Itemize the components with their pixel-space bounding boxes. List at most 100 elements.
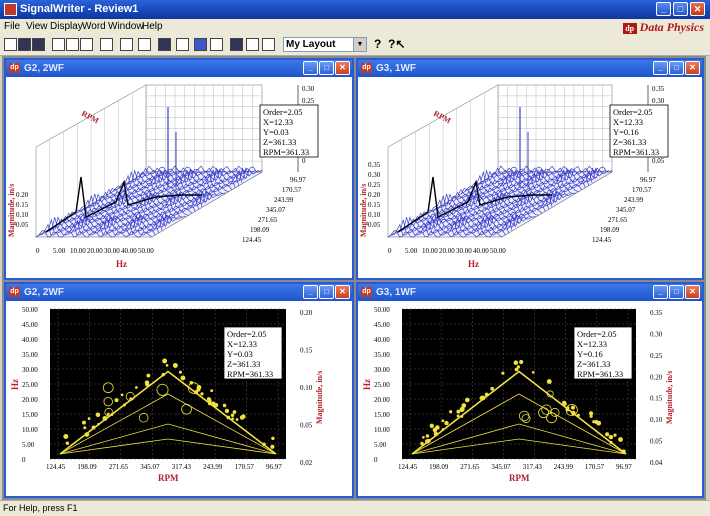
axis-icon[interactable] [262, 38, 275, 51]
menu-display[interactable]: Display [50, 21, 83, 32]
open-icon[interactable] [18, 38, 31, 51]
minimize-button[interactable]: _ [303, 285, 318, 299]
minimize-button[interactable]: _ [656, 2, 671, 16]
cursor-info-line: Order=2.05 [227, 329, 267, 339]
window-g3-waterfall[interactable]: dp G3, 1WF _ □ ✕ 0.05 0.10 0.15 0.20 0.25 0.30… [356, 58, 704, 280]
data-marker [235, 418, 239, 421]
order-line [411, 393, 627, 455]
window-g2-campbell[interactable]: dp G2, 2WF _ □ ✕ 0 5.00 10.00 15.00 20.00 25.0… [4, 282, 354, 498]
z-tick-label: 243.99 [624, 196, 644, 204]
maximize-button[interactable]: □ [669, 61, 684, 75]
y-tick-label: 20.00 [22, 396, 38, 404]
minimize-button[interactable]: _ [653, 61, 668, 75]
cursor-info-line: Z=361.33 [227, 359, 260, 369]
maximize-button[interactable]: □ [319, 61, 334, 75]
menu-help[interactable]: Help [142, 21, 163, 32]
menu-window[interactable]: Window [108, 21, 144, 32]
waterfall-trace [484, 167, 599, 181]
data-marker [433, 431, 439, 437]
magnitude-circle [550, 407, 560, 417]
campbell-plot[interactable]: 0 5.00 10.00 15.00 20.00 25.00 30.00 35.00 40.00… [358, 301, 702, 496]
x-tick-label: 124.45 [46, 463, 66, 471]
copy-icon[interactable] [66, 38, 79, 51]
z-tick-label: 96.97 [640, 176, 656, 184]
right-tick-label: 0.30 [302, 85, 315, 93]
waterfall-trace [86, 193, 203, 208]
x-tick-label: 345.07 [140, 463, 160, 471]
close-button[interactable]: ✕ [685, 285, 700, 299]
spectrum-icon[interactable] [194, 38, 207, 51]
data-marker [441, 427, 445, 431]
cursor-info-line: Z=361.33 [577, 359, 610, 369]
layout-2-icon[interactable] [246, 38, 259, 51]
y-tick-label: 40.00 [22, 336, 38, 344]
chart-icon[interactable] [210, 38, 223, 51]
magnitude-circle [546, 390, 554, 398]
help-icon[interactable]: ? [374, 37, 382, 51]
print-icon[interactable] [52, 38, 65, 51]
data-marker [262, 442, 266, 447]
data-marker [571, 410, 576, 416]
data-marker [134, 386, 138, 389]
data-marker [63, 434, 69, 440]
menu-word[interactable]: Word [82, 21, 106, 32]
right-tick-label: 0.30 [650, 330, 663, 338]
data-marker [165, 364, 169, 367]
waterfall-trace [55, 214, 173, 226]
magnitude-circle [541, 404, 552, 415]
z-tick-label: 124.45 [242, 236, 262, 244]
save-icon[interactable] [32, 38, 45, 51]
magnitude-circle [181, 403, 192, 415]
campbell-plot[interactable]: 0 5.00 10.00 15.00 20.00 25.00 30.00 35.00 40.00… [6, 301, 352, 496]
page-icon[interactable] [100, 38, 113, 51]
y-tick-label: 0.25 [368, 181, 381, 189]
data-marker [231, 417, 235, 421]
magnitude-circle [125, 391, 135, 401]
context-help-icon[interactable]: ?↖ [388, 37, 406, 51]
menu-view[interactable]: View [26, 21, 48, 32]
y-tick-label: 0.20 [368, 191, 381, 199]
data-marker [270, 444, 275, 449]
waterfall-trace [35, 230, 153, 238]
layout-select[interactable]: My Layout ▼ [283, 37, 367, 52]
menu-file[interactable]: File [4, 21, 21, 32]
right-axis-label: Magnitude, in/s [665, 371, 674, 424]
waterfall-icon[interactable] [158, 38, 171, 51]
split-view-icon[interactable] [138, 38, 151, 51]
data-marker [82, 420, 86, 425]
data-marker [114, 398, 119, 403]
data-marker [429, 423, 434, 428]
cursor-info-line: Y=0.03 [263, 127, 289, 137]
menu-bar: File View Display Word Window Help dp Dat… [0, 19, 710, 35]
maximize-button[interactable]: □ [673, 2, 688, 16]
data-marker [460, 408, 464, 413]
minimize-button[interactable]: _ [653, 285, 668, 299]
window-g2-waterfall[interactable]: dp G2, 2WF _ □ ✕ 0.05 0.10 0.15 0.20 Magnitud… [4, 58, 354, 280]
window-g3-campbell[interactable]: dp G3, 1WF _ □ ✕ 0 5.00 10.00 15.00 20.00 25.0… [356, 282, 704, 498]
waterfall-plot[interactable]: 0.05 0.10 0.15 0.20 0.25 0.30 0.35 Magnitude, i… [358, 77, 702, 278]
close-button[interactable]: ✕ [685, 61, 700, 75]
app-icon [4, 3, 17, 16]
close-button[interactable]: ✕ [690, 2, 705, 16]
single-view-icon[interactable] [120, 38, 133, 51]
maximize-button[interactable]: □ [669, 285, 684, 299]
waterfall-trace [398, 216, 513, 232]
layout-1-icon[interactable] [230, 38, 243, 51]
new-icon[interactable] [4, 38, 17, 51]
magnitude-circle [538, 407, 550, 419]
waterfall-trace [135, 169, 253, 179]
paste-icon[interactable] [80, 38, 93, 51]
close-button[interactable]: ✕ [335, 61, 350, 75]
cursor-info-box [609, 104, 669, 158]
data-marker [460, 414, 464, 418]
grid-icon[interactable] [176, 38, 189, 51]
data-marker [95, 412, 101, 418]
x-tick-label: 5.00 [53, 247, 66, 255]
data-marker [479, 395, 485, 401]
close-button[interactable]: ✕ [335, 285, 350, 299]
right-tick-label: 0.05 [300, 422, 313, 430]
maximize-button[interactable]: □ [319, 285, 334, 299]
data-marker [122, 403, 127, 407]
minimize-button[interactable]: _ [303, 61, 318, 75]
